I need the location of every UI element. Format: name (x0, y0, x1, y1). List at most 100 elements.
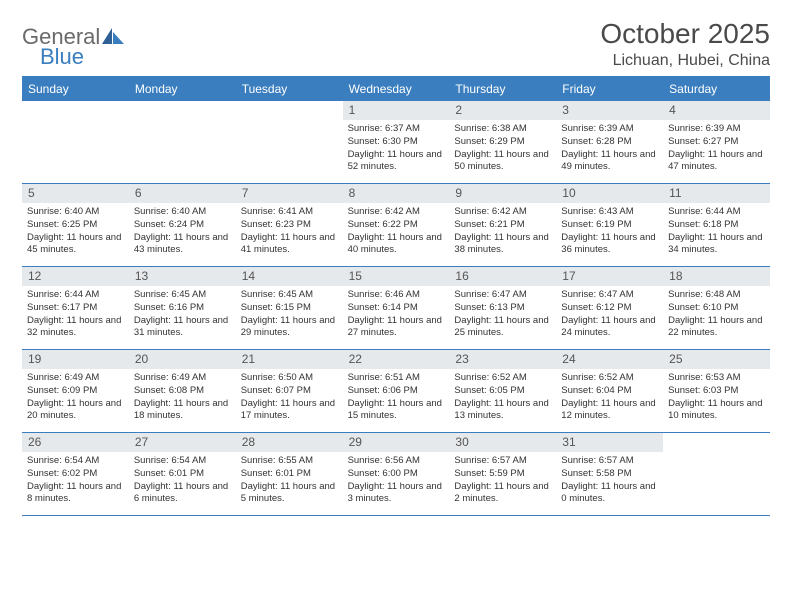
day-details: Sunrise: 6:57 AMSunset: 5:58 PMDaylight:… (556, 452, 663, 510)
calendar-week: 19Sunrise: 6:49 AMSunset: 6:09 PMDayligh… (22, 350, 770, 433)
sunset-text: Sunset: 5:58 PM (561, 468, 658, 481)
day-number: 20 (129, 350, 236, 369)
day-number: 9 (449, 184, 556, 203)
daylight-text: Daylight: 11 hours and 24 minutes. (561, 315, 658, 341)
calendar-cell: 13Sunrise: 6:45 AMSunset: 6:16 PMDayligh… (129, 267, 236, 349)
calendar-cell: 26Sunrise: 6:54 AMSunset: 6:02 PMDayligh… (22, 433, 129, 515)
daylight-text: Daylight: 11 hours and 31 minutes. (134, 315, 231, 341)
day-details: Sunrise: 6:56 AMSunset: 6:00 PMDaylight:… (343, 452, 450, 510)
calendar-cell (663, 433, 770, 515)
daylight-text: Daylight: 11 hours and 41 minutes. (241, 232, 338, 258)
day-number: 1 (343, 101, 450, 120)
daylight-text: Daylight: 11 hours and 8 minutes. (27, 481, 124, 507)
sunset-text: Sunset: 6:21 PM (454, 219, 551, 232)
sunrise-text: Sunrise: 6:38 AM (454, 123, 551, 136)
day-details: Sunrise: 6:49 AMSunset: 6:09 PMDaylight:… (22, 369, 129, 427)
sunrise-text: Sunrise: 6:43 AM (561, 206, 658, 219)
calendar-cell: 17Sunrise: 6:47 AMSunset: 6:12 PMDayligh… (556, 267, 663, 349)
day-number: 21 (236, 350, 343, 369)
weekday-thursday: Thursday (449, 78, 556, 101)
sunset-text: Sunset: 6:17 PM (27, 302, 124, 315)
day-number: 18 (663, 267, 770, 286)
day-details: Sunrise: 6:44 AMSunset: 6:17 PMDaylight:… (22, 286, 129, 344)
day-details: Sunrise: 6:48 AMSunset: 6:10 PMDaylight:… (663, 286, 770, 344)
sunrise-text: Sunrise: 6:46 AM (348, 289, 445, 302)
daylight-text: Daylight: 11 hours and 20 minutes. (27, 398, 124, 424)
daylight-text: Daylight: 11 hours and 49 minutes. (561, 149, 658, 175)
sunset-text: Sunset: 6:01 PM (134, 468, 231, 481)
sunset-text: Sunset: 6:08 PM (134, 385, 231, 398)
weekday-sunday: Sunday (22, 78, 129, 101)
day-details: Sunrise: 6:55 AMSunset: 6:01 PMDaylight:… (236, 452, 343, 510)
daylight-text: Daylight: 11 hours and 15 minutes. (348, 398, 445, 424)
sunrise-text: Sunrise: 6:48 AM (668, 289, 765, 302)
weekday-friday: Friday (556, 78, 663, 101)
daylight-text: Daylight: 11 hours and 5 minutes. (241, 481, 338, 507)
sunset-text: Sunset: 6:25 PM (27, 219, 124, 232)
sunrise-text: Sunrise: 6:53 AM (668, 372, 765, 385)
calendar-cell: 5Sunrise: 6:40 AMSunset: 6:25 PMDaylight… (22, 184, 129, 266)
calendar-cell: 14Sunrise: 6:45 AMSunset: 6:15 PMDayligh… (236, 267, 343, 349)
day-details: Sunrise: 6:57 AMSunset: 5:59 PMDaylight:… (449, 452, 556, 510)
calendar-cell: 18Sunrise: 6:48 AMSunset: 6:10 PMDayligh… (663, 267, 770, 349)
day-number: 12 (22, 267, 129, 286)
day-details: Sunrise: 6:46 AMSunset: 6:14 PMDaylight:… (343, 286, 450, 344)
daylight-text: Daylight: 11 hours and 38 minutes. (454, 232, 551, 258)
weekday-wednesday: Wednesday (343, 78, 450, 101)
daylight-text: Daylight: 11 hours and 17 minutes. (241, 398, 338, 424)
day-details: Sunrise: 6:54 AMSunset: 6:02 PMDaylight:… (22, 452, 129, 510)
sunrise-text: Sunrise: 6:49 AM (134, 372, 231, 385)
daylight-text: Daylight: 11 hours and 2 minutes. (454, 481, 551, 507)
daylight-text: Daylight: 11 hours and 45 minutes. (27, 232, 124, 258)
sunset-text: Sunset: 6:15 PM (241, 302, 338, 315)
sunset-text: Sunset: 6:03 PM (668, 385, 765, 398)
daylight-text: Daylight: 11 hours and 10 minutes. (668, 398, 765, 424)
sunset-text: Sunset: 6:18 PM (668, 219, 765, 232)
day-number: 13 (129, 267, 236, 286)
daylight-text: Daylight: 11 hours and 29 minutes. (241, 315, 338, 341)
sunrise-text: Sunrise: 6:44 AM (27, 289, 124, 302)
day-number: 7 (236, 184, 343, 203)
day-number: 29 (343, 433, 450, 452)
calendar-cell: 22Sunrise: 6:51 AMSunset: 6:06 PMDayligh… (343, 350, 450, 432)
calendar-cell: 6Sunrise: 6:40 AMSunset: 6:24 PMDaylight… (129, 184, 236, 266)
sunset-text: Sunset: 6:06 PM (348, 385, 445, 398)
day-details: Sunrise: 6:52 AMSunset: 6:05 PMDaylight:… (449, 369, 556, 427)
calendar-cell: 25Sunrise: 6:53 AMSunset: 6:03 PMDayligh… (663, 350, 770, 432)
daylight-text: Daylight: 11 hours and 6 minutes. (134, 481, 231, 507)
day-details: Sunrise: 6:38 AMSunset: 6:29 PMDaylight:… (449, 120, 556, 178)
sunrise-text: Sunrise: 6:42 AM (454, 206, 551, 219)
sunrise-text: Sunrise: 6:49 AM (27, 372, 124, 385)
day-number: 17 (556, 267, 663, 286)
sunset-text: Sunset: 5:59 PM (454, 468, 551, 481)
sunrise-text: Sunrise: 6:52 AM (561, 372, 658, 385)
sunrise-text: Sunrise: 6:57 AM (561, 455, 658, 468)
day-number: 14 (236, 267, 343, 286)
sunset-text: Sunset: 6:24 PM (134, 219, 231, 232)
day-number: 6 (129, 184, 236, 203)
calendar-cell: 29Sunrise: 6:56 AMSunset: 6:00 PMDayligh… (343, 433, 450, 515)
day-number: 3 (556, 101, 663, 120)
sunset-text: Sunset: 6:27 PM (668, 136, 765, 149)
daylight-text: Daylight: 11 hours and 36 minutes. (561, 232, 658, 258)
day-details: Sunrise: 6:37 AMSunset: 6:30 PMDaylight:… (343, 120, 450, 178)
sunrise-text: Sunrise: 6:56 AM (348, 455, 445, 468)
daylight-text: Daylight: 11 hours and 40 minutes. (348, 232, 445, 258)
daylight-text: Daylight: 11 hours and 34 minutes. (668, 232, 765, 258)
daylight-text: Daylight: 11 hours and 0 minutes. (561, 481, 658, 507)
sunrise-text: Sunrise: 6:39 AM (668, 123, 765, 136)
sunset-text: Sunset: 6:14 PM (348, 302, 445, 315)
day-number: 4 (663, 101, 770, 120)
day-details: Sunrise: 6:44 AMSunset: 6:18 PMDaylight:… (663, 203, 770, 261)
weekday-tuesday: Tuesday (236, 78, 343, 101)
sunrise-text: Sunrise: 6:51 AM (348, 372, 445, 385)
calendar-cell (22, 101, 129, 183)
calendar-cell: 31Sunrise: 6:57 AMSunset: 5:58 PMDayligh… (556, 433, 663, 515)
daylight-text: Daylight: 11 hours and 18 minutes. (134, 398, 231, 424)
day-details: Sunrise: 6:40 AMSunset: 6:25 PMDaylight:… (22, 203, 129, 261)
daylight-text: Daylight: 11 hours and 25 minutes. (454, 315, 551, 341)
sunrise-text: Sunrise: 6:54 AM (134, 455, 231, 468)
calendar-cell: 11Sunrise: 6:44 AMSunset: 6:18 PMDayligh… (663, 184, 770, 266)
day-details: Sunrise: 6:42 AMSunset: 6:22 PMDaylight:… (343, 203, 450, 261)
sunrise-text: Sunrise: 6:45 AM (134, 289, 231, 302)
